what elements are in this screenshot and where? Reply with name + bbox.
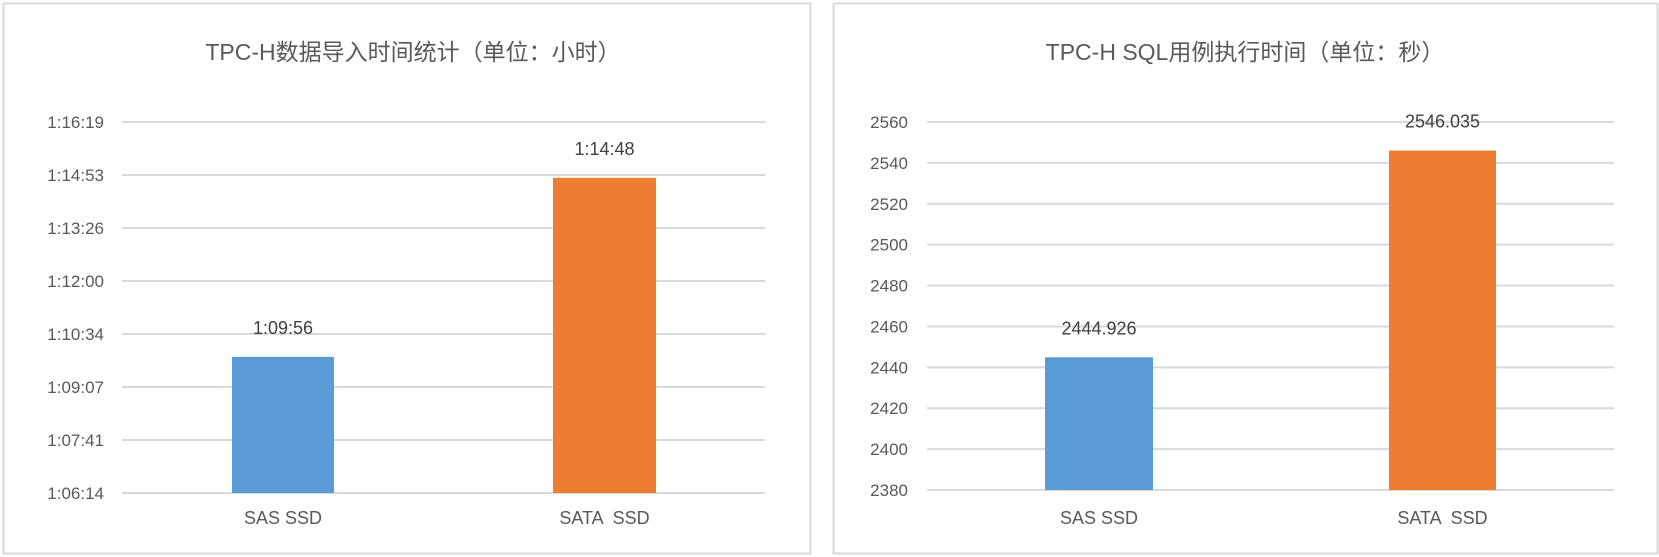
bar-1: [232, 356, 334, 493]
chart-border: [2, 2, 812, 555]
x-category-label: SAS SSD: [1060, 508, 1138, 528]
y-tick-label: 1:12:00: [47, 272, 104, 291]
y-tick-label: 2400: [870, 440, 908, 459]
y-tick-label: 1:10:34: [47, 325, 104, 344]
x-category-label: SAS SSD: [244, 508, 322, 528]
bar-2: [553, 177, 656, 494]
bar-1: [1045, 357, 1153, 490]
data-label: 1:09:56: [253, 318, 313, 338]
x-category-label: SATA SSD: [559, 508, 649, 528]
y-tick-label: 1:13:26: [47, 219, 104, 238]
y-tick-label: 1:09:07: [47, 378, 104, 397]
data-label: 2444.926: [1061, 318, 1136, 338]
y-tick-label: 2520: [870, 195, 908, 214]
y-tick-label: 2420: [870, 399, 908, 418]
chart-title: TPC-H SQL用例执行时间（单位：秒）: [1046, 39, 1445, 65]
y-tick-label: 2380: [870, 481, 908, 500]
x-category-label: SATA SSD: [1397, 508, 1487, 528]
chart-2: TPC-H SQL用例执行时间（单位：秒） 2380 2400 2420 2440 246…: [832, 2, 1659, 555]
y-tick-label: 1:06:14: [47, 484, 104, 503]
chart-title: TPC-H数据导入时间统计（单位：小时）: [205, 39, 620, 65]
chart-border: [832, 2, 1659, 555]
y-tick-label: 1:14:53: [47, 166, 104, 185]
y-tick-label: 2500: [870, 236, 908, 255]
chart-1: TPC-H数据导入时间统计（单位：小时） 1:06:14 1:07:41 1:09:0…: [2, 2, 812, 555]
data-label: 2546.035: [1405, 112, 1480, 132]
y-tick-label: 1:07:41: [47, 431, 104, 450]
y-tick-label: 1:16:19: [47, 113, 104, 132]
y-tick-label: 2460: [870, 317, 908, 336]
y-tick-label: 2540: [870, 154, 908, 173]
y-tick-label: 2480: [870, 277, 908, 296]
bar-2: [1389, 150, 1496, 490]
y-tick-label: 2560: [870, 113, 908, 132]
y-tick-label: 2440: [870, 358, 908, 377]
data-label: 1:14:48: [574, 139, 634, 159]
